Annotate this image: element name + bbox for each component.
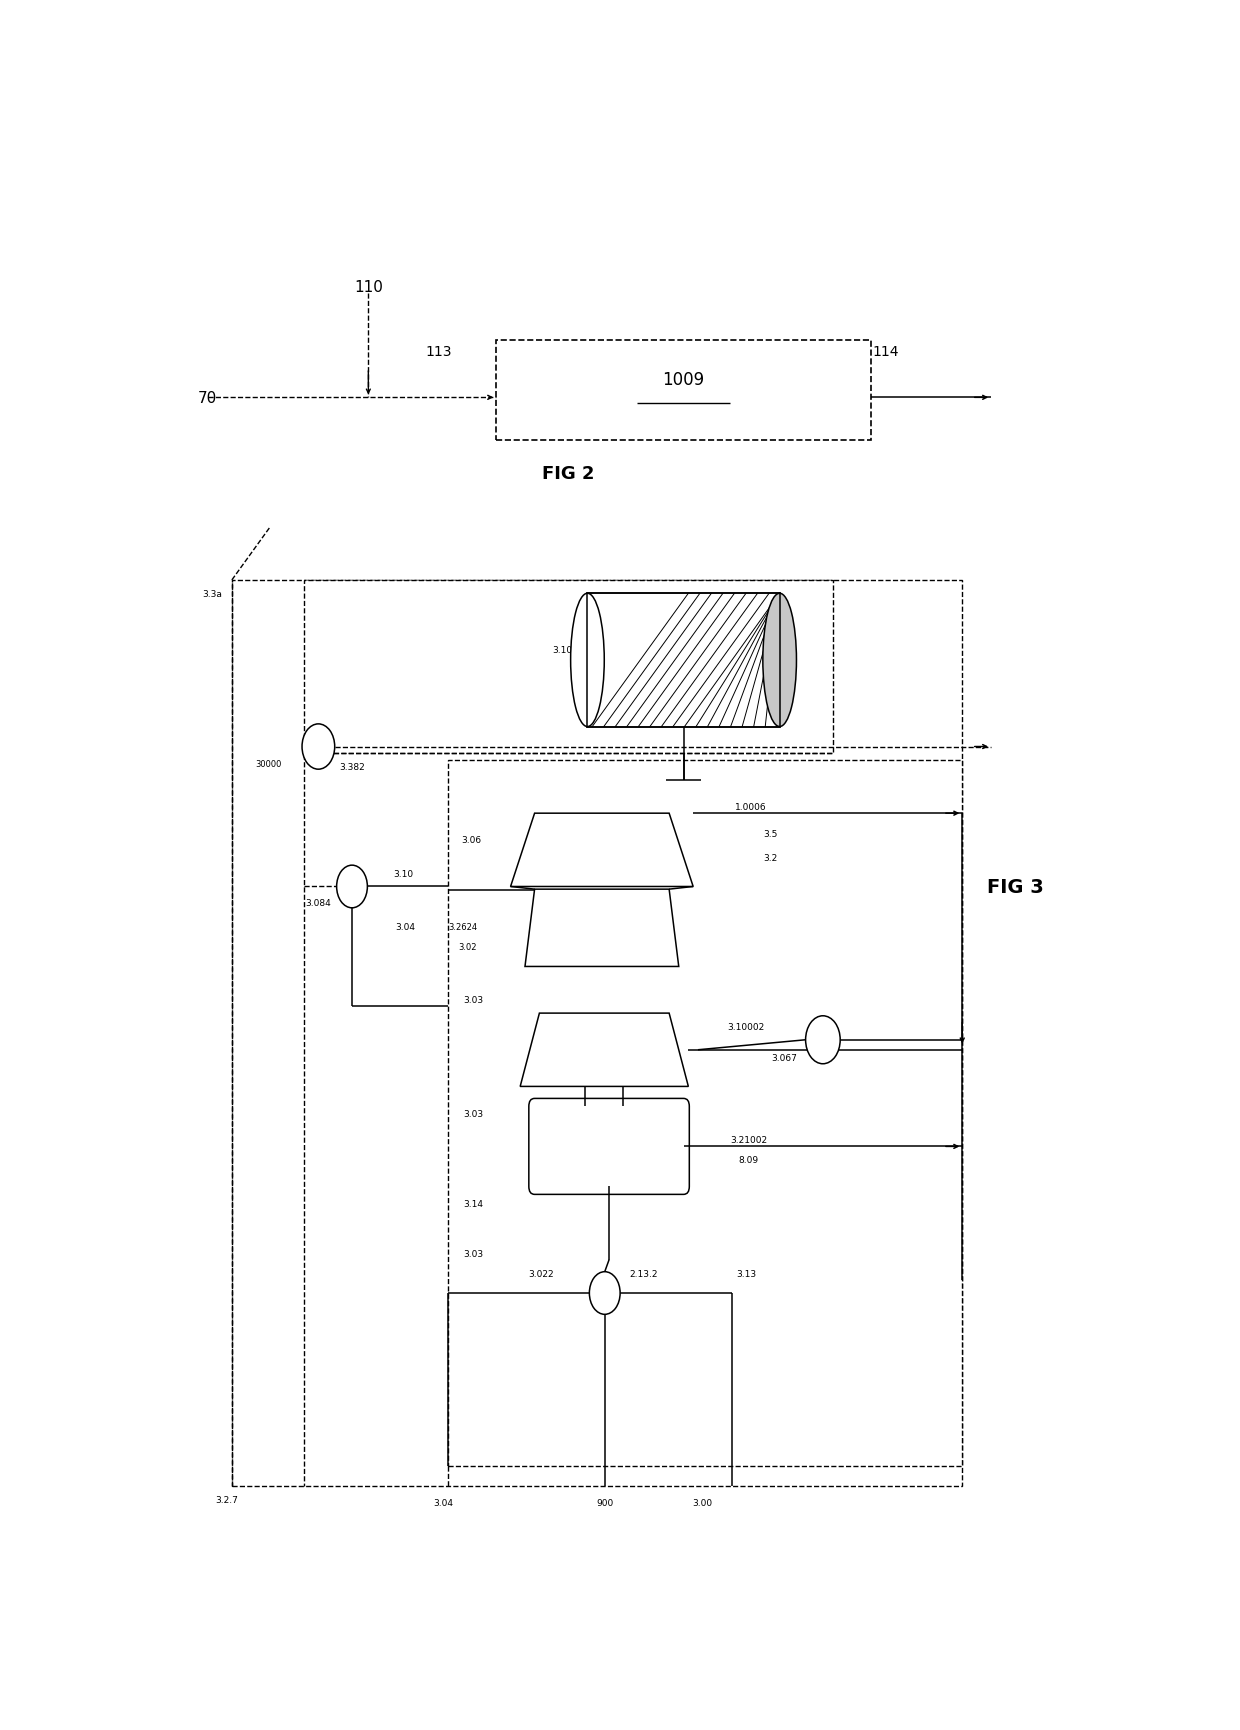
Text: 3.2.7: 3.2.7 <box>216 1495 238 1503</box>
Text: 3.13: 3.13 <box>737 1268 756 1278</box>
Text: 3.21002: 3.21002 <box>730 1135 768 1145</box>
Bar <box>588 593 780 727</box>
Circle shape <box>336 865 367 908</box>
Text: 3.03: 3.03 <box>464 1249 484 1258</box>
FancyBboxPatch shape <box>528 1099 689 1195</box>
Text: 3.084: 3.084 <box>305 898 331 908</box>
Text: 3.382: 3.382 <box>339 763 365 772</box>
Text: 3.2624: 3.2624 <box>448 922 477 931</box>
Text: 3.02: 3.02 <box>459 943 477 952</box>
Text: 3.06: 3.06 <box>461 836 481 844</box>
Circle shape <box>806 1016 841 1064</box>
Text: 113: 113 <box>425 344 451 358</box>
Text: 3.2: 3.2 <box>763 853 777 862</box>
Text: 3.3a: 3.3a <box>202 590 222 599</box>
Ellipse shape <box>763 593 796 727</box>
Circle shape <box>303 725 335 770</box>
Text: 3.067: 3.067 <box>771 1054 797 1062</box>
Bar <box>304 581 832 754</box>
Text: 110: 110 <box>353 280 383 296</box>
Bar <box>232 581 962 1486</box>
Text: 3.03: 3.03 <box>464 996 484 1005</box>
Text: 3.1006: 3.1006 <box>552 645 584 654</box>
Bar <box>588 593 780 727</box>
Text: 3.00: 3.00 <box>693 1498 713 1507</box>
Text: 900: 900 <box>596 1498 614 1507</box>
Text: 3.10: 3.10 <box>393 868 413 879</box>
Text: 3.022: 3.022 <box>528 1268 554 1278</box>
Polygon shape <box>521 1014 688 1086</box>
Ellipse shape <box>570 593 604 727</box>
Bar <box>448 761 962 1467</box>
Text: 114: 114 <box>872 344 899 358</box>
Polygon shape <box>525 889 678 967</box>
Polygon shape <box>511 813 693 887</box>
Text: 8.09: 8.09 <box>739 1156 759 1164</box>
Text: FIG 2: FIG 2 <box>542 465 594 483</box>
Text: 3.03: 3.03 <box>464 1109 484 1118</box>
Text: 30000: 30000 <box>255 759 281 768</box>
Text: FIG 3: FIG 3 <box>987 877 1044 896</box>
Circle shape <box>589 1272 620 1315</box>
Text: 3.14: 3.14 <box>464 1199 484 1209</box>
Text: 3.04: 3.04 <box>394 922 415 931</box>
Text: 3.04: 3.04 <box>433 1498 454 1507</box>
Text: 1.0006: 1.0006 <box>735 803 766 811</box>
Bar <box>496 341 870 441</box>
Text: 2.13.2: 2.13.2 <box>629 1268 657 1278</box>
Text: 70: 70 <box>198 391 217 405</box>
Text: 3.5: 3.5 <box>763 829 777 837</box>
Text: 1009: 1009 <box>662 372 704 389</box>
Text: 3.10002: 3.10002 <box>728 1022 765 1031</box>
